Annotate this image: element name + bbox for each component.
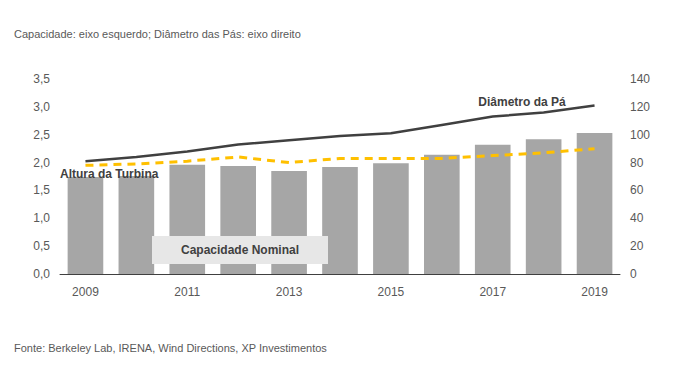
- svg-text:0,5: 0,5: [33, 239, 50, 253]
- svg-text:0,0: 0,0: [33, 267, 50, 281]
- svg-text:2009: 2009: [72, 285, 99, 299]
- svg-text:20: 20: [630, 239, 644, 253]
- svg-text:2,5: 2,5: [33, 128, 50, 142]
- svg-text:2015: 2015: [378, 285, 405, 299]
- svg-text:2019: 2019: [581, 285, 608, 299]
- svg-text:60: 60: [630, 183, 644, 197]
- svg-text:Capacidade: eixo esquerdo; Diâ: Capacidade: eixo esquerdo; Diâmetro das …: [14, 28, 301, 40]
- svg-text:2017: 2017: [479, 285, 506, 299]
- svg-text:3,5: 3,5: [33, 72, 50, 86]
- svg-text:1,0: 1,0: [33, 211, 50, 225]
- svg-text:80: 80: [630, 156, 644, 170]
- svg-text:2013: 2013: [276, 285, 303, 299]
- svg-text:Fonte: Berkeley Lab, IRENA, Wi: Fonte: Berkeley Lab, IRENA, Wind Directi…: [14, 342, 327, 354]
- svg-text:3,0: 3,0: [33, 100, 50, 114]
- svg-text:Capacidade Nominal: Capacidade Nominal: [181, 243, 299, 257]
- svg-text:Diâmetro da Pá: Diâmetro da Pá: [478, 95, 566, 109]
- svg-text:2,0: 2,0: [33, 156, 50, 170]
- svg-text:Altura da Turbina: Altura da Turbina: [60, 167, 159, 181]
- svg-text:0: 0: [630, 267, 637, 281]
- svg-text:120: 120: [630, 100, 650, 114]
- svg-text:2011: 2011: [174, 285, 200, 299]
- svg-text:40: 40: [630, 211, 644, 225]
- svg-text:100: 100: [630, 128, 650, 142]
- svg-text:1,5: 1,5: [33, 183, 50, 197]
- svg-text:140: 140: [630, 72, 650, 86]
